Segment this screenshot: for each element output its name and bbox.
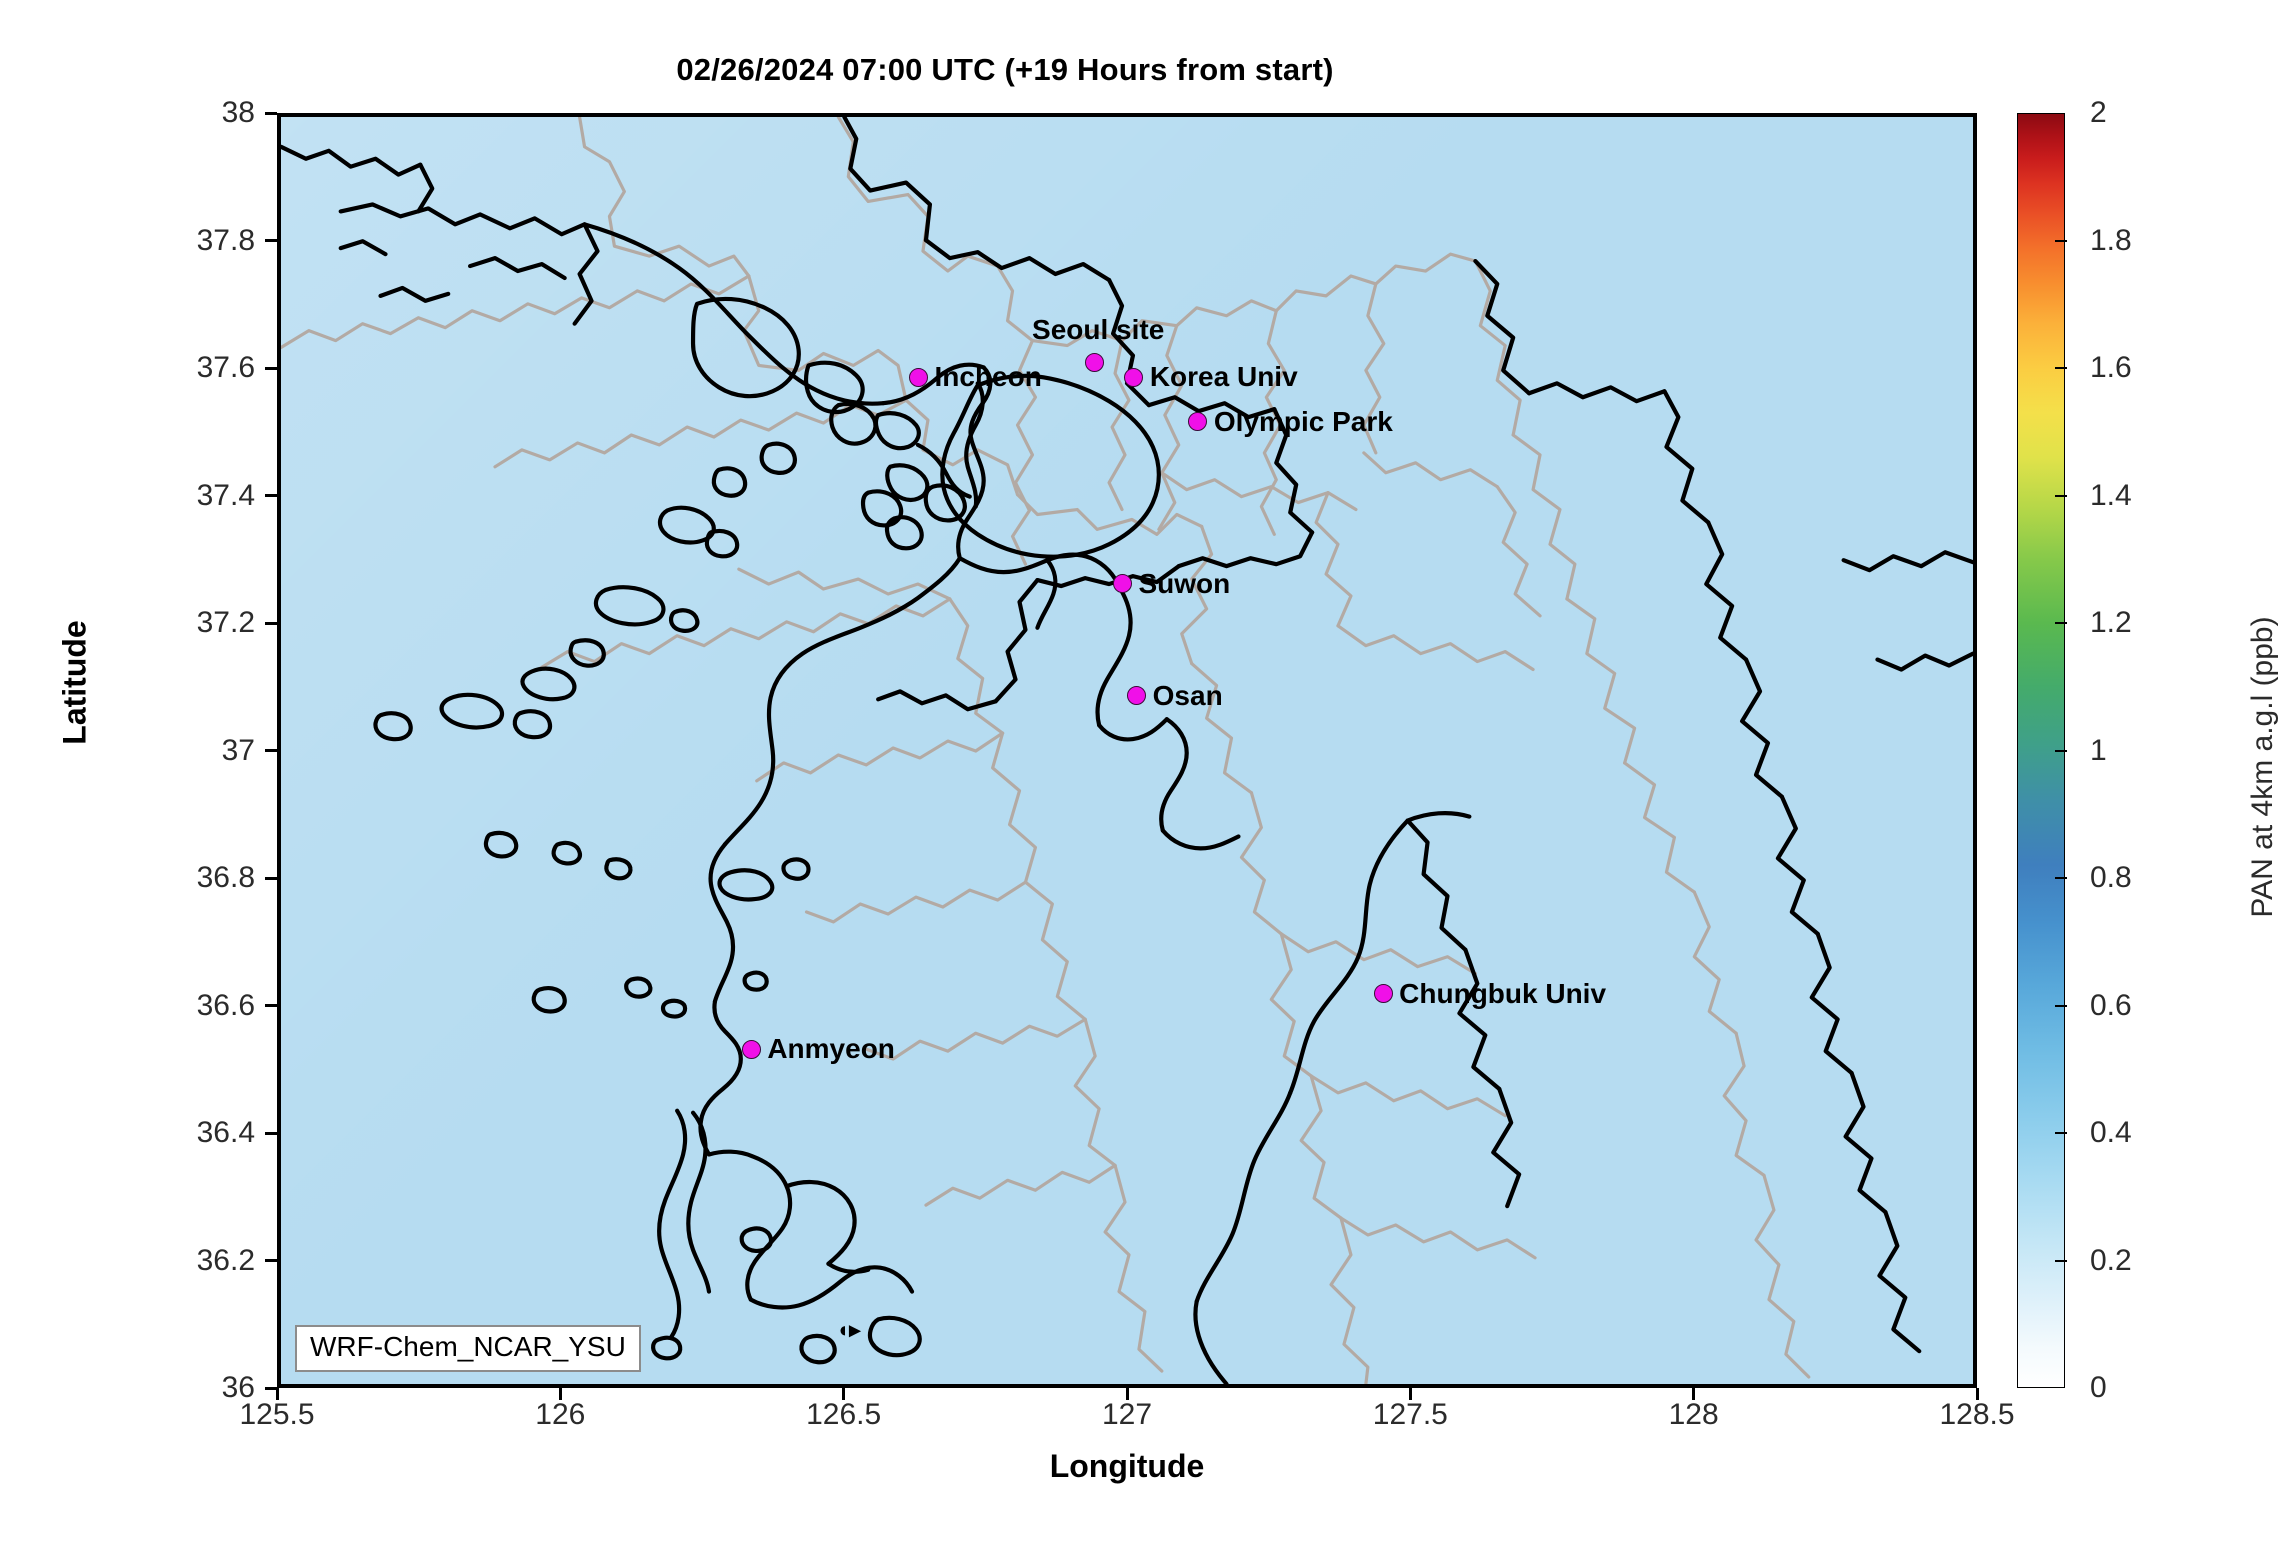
colorbar-tick-mark <box>2055 239 2067 242</box>
colorbar-tick-label: 1 <box>2090 733 2107 767</box>
y-tick-mark <box>265 876 277 880</box>
station-label: Korea Univ <box>1149 361 1298 393</box>
station-label: Osan <box>1152 679 1223 711</box>
station-label: Seoul site <box>1032 314 1165 346</box>
pan-concentration-field <box>281 117 1973 1384</box>
geography-overlay <box>281 117 1973 1384</box>
station-marker[interactable] <box>741 1039 761 1059</box>
colorbar-tick-label: 0 <box>2090 1371 2107 1404</box>
map-axes: ◖▸ Seoul site Incheon Korea Univ Olympic Pa… <box>277 113 1977 1388</box>
y-tick-label: 36 <box>221 1371 255 1404</box>
colorbar-tick-mark <box>2055 1259 2067 1262</box>
station-marker[interactable] <box>1113 574 1132 594</box>
y-tick-label: 37.6 <box>196 351 255 384</box>
colorbar-tick-label: 1.8 <box>2090 223 2132 257</box>
station-marker[interactable] <box>1373 984 1393 1004</box>
y-tick-mark <box>265 621 277 625</box>
station-marker[interactable] <box>1124 367 1144 387</box>
y-tick-mark <box>265 494 277 497</box>
colorbar-tick-label: 1.4 <box>2090 478 2132 512</box>
x-tick-label: 126 <box>535 1398 586 1431</box>
x-tick-label: 127 <box>1101 1398 1153 1431</box>
y-tick-label: 36.2 <box>196 1243 255 1277</box>
model-annotation-box: WRF-Chem_NCAR_YSU <box>295 1325 641 1372</box>
x-tick-mark <box>275 1388 279 1400</box>
station-label: Chungbuk Univ <box>1399 977 1607 1009</box>
station-marker[interactable] <box>1127 686 1147 706</box>
station-label: Suwon <box>1138 567 1231 599</box>
y-tick-label: 38 <box>221 96 255 129</box>
station-marker[interactable] <box>909 367 928 387</box>
y-tick-label: 36.6 <box>196 988 255 1022</box>
y-tick-mark <box>265 1131 277 1135</box>
colorbar-tick-mark <box>2055 749 2067 752</box>
colorbar-tick-label: 1.2 <box>2090 606 2132 639</box>
colorbar-tick-mark <box>2055 1132 2067 1134</box>
y-tick-label: 36.8 <box>196 861 255 894</box>
y-tick-mark <box>265 111 277 115</box>
colorbar-tick-label: 0.2 <box>2090 1243 2132 1277</box>
station-label: Anmyeon <box>767 1033 895 1065</box>
y-tick-label: 37.8 <box>196 223 255 257</box>
colorbar-tick-mark <box>2055 1004 2067 1007</box>
y-tick-mark <box>265 749 277 752</box>
colorbar-tick-label: 0.4 <box>2090 1116 2132 1149</box>
y-tick-mark <box>265 1259 277 1262</box>
station-label: Incheon <box>934 361 1042 393</box>
x-tick-label: 128.5 <box>1939 1398 2015 1431</box>
colorbar-tick-mark <box>2055 494 2067 497</box>
map-stray-marker: ◖▸ <box>836 1317 861 1342</box>
colorbar-label: PAN at 4km a.g.l (ppb) <box>2246 616 2279 918</box>
colorbar-tick-mark <box>2055 877 2067 879</box>
station-label: Olympic Park <box>1213 405 1393 437</box>
x-tick-label: 127.5 <box>1372 1398 1448 1431</box>
y-axis-label: Latitude <box>56 620 93 745</box>
y-tick-label: 36.4 <box>196 1116 255 1149</box>
colorbar-tick-mark <box>2055 622 2067 624</box>
colorbar-tick-label: 0.8 <box>2090 861 2132 894</box>
y-tick-mark <box>265 1004 277 1007</box>
colorbar-tick-label: 0.6 <box>2090 988 2132 1022</box>
x-tick-label: 126.5 <box>806 1398 882 1431</box>
station-marker[interactable] <box>1188 412 1208 432</box>
x-tick-mark <box>1975 1388 1979 1400</box>
y-tick-mark <box>265 1386 277 1390</box>
x-axis-label: Longitude <box>1049 1448 1205 1484</box>
coastline <box>281 117 1973 1384</box>
x-tick-label: 128 <box>1668 1398 1719 1431</box>
y-tick-label: 37.2 <box>196 606 255 639</box>
admin-boundaries <box>281 117 1811 1384</box>
plot-title: 02/26/2024 07:00 UTC (+19 Hours from sta… <box>676 52 1334 87</box>
y-tick-label: 37.4 <box>196 478 255 512</box>
x-tick-mark <box>842 1388 846 1400</box>
colorbar-tick-mark <box>2055 367 2067 369</box>
x-tick-mark <box>558 1388 562 1400</box>
x-tick-label: 125.5 <box>239 1398 315 1431</box>
station-marker[interactable] <box>1084 352 1104 372</box>
colorbar-tick-label: 1.6 <box>2090 351 2132 384</box>
x-tick-mark <box>1692 1388 1696 1400</box>
y-tick-mark <box>265 239 277 242</box>
y-tick-label: 37 <box>221 733 255 767</box>
model-annotation-text: WRF-Chem_NCAR_YSU <box>310 1331 626 1363</box>
x-tick-mark <box>1125 1388 1129 1400</box>
colorbar-tick-label: 2 <box>2090 96 2107 129</box>
x-tick-mark <box>1408 1388 1412 1400</box>
y-tick-mark <box>265 366 277 370</box>
